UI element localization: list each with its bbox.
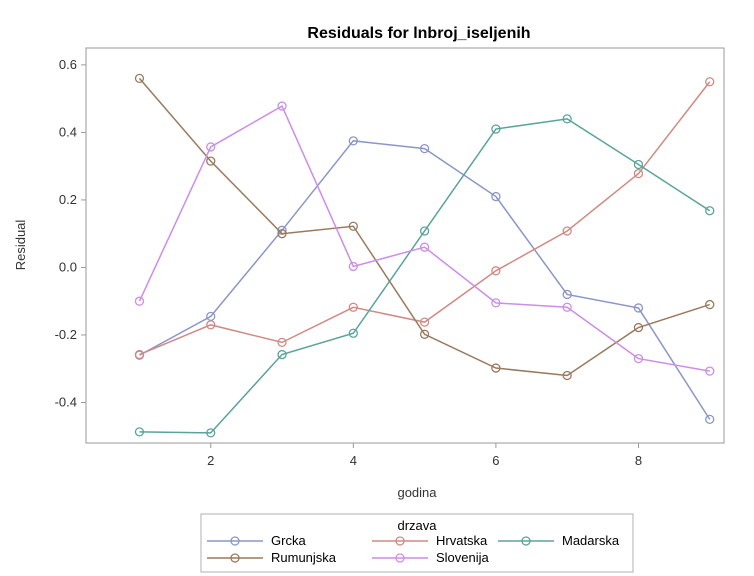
data-point-rumunjska	[419, 329, 430, 339]
data-point-hrvatska	[705, 77, 715, 87]
data-point-madarska	[419, 226, 430, 236]
y-tick-label: 0.2	[59, 192, 77, 207]
data-point-madarska	[633, 159, 644, 170]
x-axis-title: godina	[397, 485, 437, 500]
x-tick-label: 2	[207, 453, 214, 468]
data-point-rumunjska	[562, 370, 572, 381]
data-point-hrvatska	[562, 226, 572, 236]
legend-label-madarska: Madarska	[562, 533, 620, 548]
data-point-madarska	[705, 206, 715, 216]
data-point-hrvatska	[491, 266, 501, 276]
legend: drzava Grcka Hrvatska Madarska Rumunjska Slo…	[200, 513, 634, 573]
series-line-slovenija	[138, 105, 710, 372]
data-point-grcka	[705, 414, 715, 425]
legend-label-grcka: Grcka	[271, 533, 306, 548]
y-tick-label: -0.2	[55, 327, 77, 342]
data-point-slovenija	[705, 366, 715, 376]
legend-marker-madarska	[521, 536, 531, 546]
y-tick-label: 0.6	[59, 57, 77, 72]
plot-frame	[85, 47, 725, 444]
series-layer	[134, 73, 715, 438]
legend-marker-grcka	[230, 536, 240, 546]
data-point-slovenija	[633, 353, 644, 364]
series-line-hrvatska	[139, 81, 711, 356]
data-point-madarska	[562, 114, 572, 124]
chart-title: Residuals for lnbroj_iseljenih	[307, 25, 530, 42]
data-point-hrvatska	[206, 320, 216, 330]
legend-marker-rumunjska	[230, 553, 240, 563]
data-point-madarska	[134, 427, 145, 437]
data-point-slovenija	[419, 242, 430, 252]
data-point-grcka	[562, 289, 572, 300]
x-axis: 2 4 6 8	[207, 443, 642, 468]
data-point-grcka	[348, 136, 358, 146]
series-line-rumunjska	[138, 77, 710, 377]
legend-label-slovenija: Slovenija	[436, 550, 490, 565]
y-tick-label: -0.4	[55, 394, 77, 409]
data-point-grcka	[491, 191, 501, 202]
legend-marker-hrvatska	[395, 536, 405, 546]
data-point-rumunjska	[277, 229, 287, 239]
legend-label-rumunjska: Rumunjska	[271, 550, 337, 565]
data-point-madarska	[491, 124, 501, 134]
legend-frame	[200, 513, 634, 573]
data-point-rumunjska	[348, 221, 358, 231]
data-point-rumunjska	[633, 322, 644, 333]
legend-title: drzava	[397, 518, 437, 533]
data-point-grcka	[633, 303, 644, 313]
data-point-slovenija	[562, 302, 572, 312]
data-point-madarska	[348, 328, 358, 338]
data-point-madarska	[206, 428, 216, 438]
data-point-hrvatska	[277, 337, 287, 348]
y-tick-label: 0.4	[59, 124, 77, 139]
data-point-hrvatska	[134, 349, 145, 360]
x-tick-label: 4	[350, 453, 357, 468]
legend-label-hrvatska: Hrvatska	[436, 533, 488, 548]
data-point-hrvatska	[348, 302, 358, 312]
data-point-rumunjska	[206, 156, 216, 166]
legend-marker-slovenija	[395, 553, 405, 563]
data-point-slovenija	[206, 142, 216, 152]
data-point-rumunjska	[705, 299, 715, 310]
y-axis: -0.4 -0.2 0.0 0.2 0.4 0.6	[55, 57, 86, 409]
y-tick-label: 0.0	[59, 259, 77, 274]
data-point-rumunjska	[491, 363, 501, 373]
x-tick-label: 8	[635, 453, 642, 468]
data-point-rumunjska	[134, 73, 145, 84]
data-point-madarska	[277, 349, 287, 360]
data-point-slovenija	[348, 261, 358, 272]
data-point-slovenija	[277, 101, 287, 111]
data-point-slovenija	[491, 298, 501, 308]
data-point-hrvatska	[633, 168, 644, 179]
x-tick-label: 6	[492, 453, 499, 468]
data-point-hrvatska	[419, 317, 430, 327]
data-point-grcka	[419, 143, 430, 154]
y-axis-title: Residual	[13, 220, 28, 271]
data-point-slovenija	[134, 296, 145, 306]
series-line-madarska	[139, 118, 711, 434]
series-line-grcka	[139, 140, 711, 420]
